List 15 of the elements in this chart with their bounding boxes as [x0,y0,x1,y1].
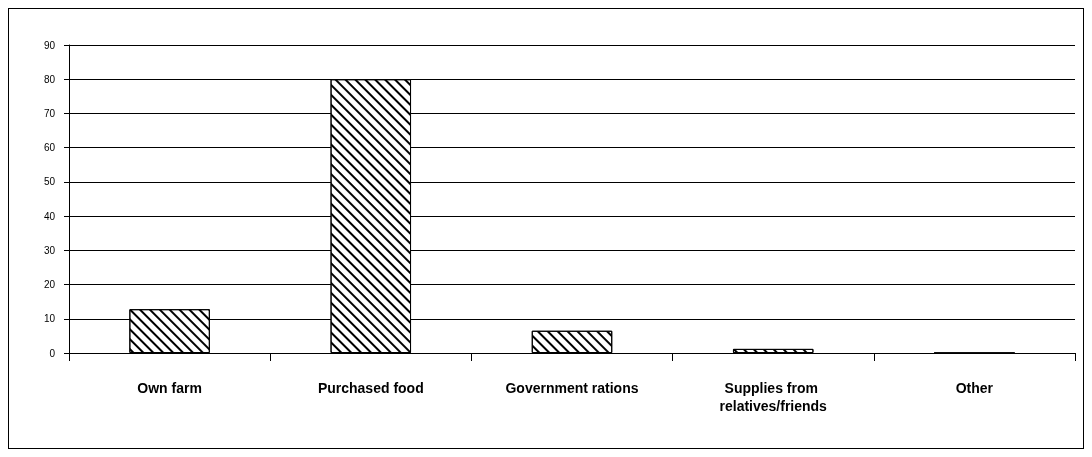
y-tick-label: 60 [43,142,56,154]
x-tick-label: Other [955,380,994,396]
y-tick-label: 40 [43,210,56,222]
x-tick-label: Purchased food [317,380,424,396]
y-tick-label: 10 [43,313,56,325]
x-tick-label: Own farm [137,380,202,396]
y-tick-label: 80 [43,73,56,85]
x-tick-label: Government rations [505,380,639,396]
x-tick-label: Supplies from relatives/friends [719,380,828,414]
y-tick-label: 50 [43,176,56,188]
y-tick-label: 90 [43,39,56,51]
y-tick-label: 70 [43,107,56,119]
y-tick-label: 20 [43,279,56,291]
y-tick-label: 30 [43,244,56,256]
y-tick-label: 0 [49,347,56,359]
